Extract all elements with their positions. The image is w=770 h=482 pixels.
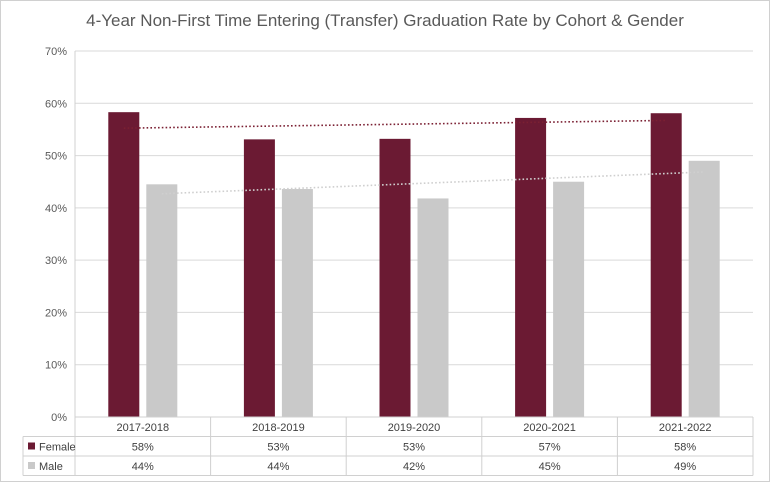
legend-label-female: Female <box>39 442 76 454</box>
data-label-male: 44% <box>132 461 154 473</box>
data-label-female: 58% <box>674 442 696 454</box>
data-label-female: 53% <box>267 442 289 454</box>
data-label-male: 42% <box>403 461 425 473</box>
legend-key-male <box>28 462 35 469</box>
bar-male <box>688 160 720 418</box>
category-label: 2019-2020 <box>388 422 441 434</box>
legend-label-male: Male <box>39 461 63 473</box>
data-label-female: 53% <box>403 442 425 454</box>
y-tick-label: 60% <box>45 98 67 110</box>
data-label-female: 57% <box>539 442 561 454</box>
bar-female <box>243 139 275 417</box>
trendline-female <box>123 119 667 129</box>
y-tick-label: 50% <box>45 151 67 163</box>
bar-male <box>553 181 585 417</box>
chart-title: 4-Year Non-First Time Entering (Transfer… <box>86 11 684 30</box>
bar-female <box>379 138 411 417</box>
legend-key-female <box>28 442 35 450</box>
bar-female <box>650 113 682 417</box>
category-label: 2017-2018 <box>116 422 169 434</box>
category-label: 2018-2019 <box>252 422 305 434</box>
data-label-male: 44% <box>267 461 289 473</box>
y-tick-label: 0% <box>51 412 67 424</box>
bar-male <box>417 198 449 417</box>
bar-female <box>108 112 140 417</box>
bar-male <box>281 189 313 417</box>
data-label-male: 45% <box>539 461 561 473</box>
data-label-male: 49% <box>674 461 696 473</box>
bar-male <box>146 184 178 417</box>
y-tick-label: 40% <box>45 203 67 215</box>
category-label: 2020-2021 <box>523 422 576 434</box>
category-label: 2021-2022 <box>659 422 712 434</box>
y-tick-label: 10% <box>45 360 67 372</box>
y-tick-label: 30% <box>45 255 67 267</box>
trendline-male <box>161 171 705 195</box>
data-label-female: 58% <box>132 442 154 454</box>
y-tick-label: 70% <box>45 46 67 58</box>
y-tick-label: 20% <box>45 307 67 319</box>
bar-female <box>515 117 547 417</box>
